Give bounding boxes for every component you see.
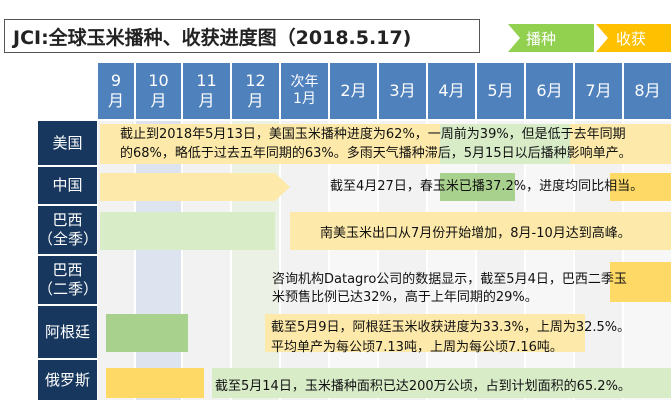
column-background [183, 121, 230, 400]
brazil-second-harvest-bar [610, 262, 671, 302]
us-bar-background [100, 124, 671, 164]
month-bottom: 月 [107, 91, 124, 110]
country-label-brazil-second: 巴西 （二季） [38, 256, 98, 304]
column-background [477, 121, 524, 400]
column-background [575, 121, 622, 400]
us-sowing-bar [440, 124, 570, 164]
month-header-jan: 次年 1月 [281, 63, 328, 119]
month-bottom: 1月 [293, 91, 316, 107]
legend-sowing: 播种 [508, 24, 594, 52]
country-label-brazil-full: 巴西 （全季） [38, 206, 98, 254]
country-label-argentina: 阿根廷 [38, 306, 97, 358]
month-top: 3月 [389, 81, 416, 100]
russia-harvest-bar [106, 368, 204, 398]
month-top: 5月 [487, 81, 514, 100]
column-background [330, 121, 377, 400]
column-background [379, 121, 426, 400]
month-header-apr: 4月 [428, 63, 475, 119]
brazil-full-sowing-bar [100, 212, 275, 250]
month-header-dec: 12 月 [232, 63, 279, 119]
argentina-harvest-bar [265, 314, 585, 352]
month-header-mar: 3月 [379, 63, 426, 119]
country-label-russia: 俄罗斯 [38, 360, 97, 400]
column-background [136, 121, 181, 400]
month-top: 次年 [290, 74, 319, 90]
legend-harvest: 收获 [596, 24, 671, 52]
month-header-jul: 7月 [575, 63, 622, 119]
china-harvest-bar-late [610, 173, 671, 201]
column-background [428, 121, 475, 400]
month-top: 2月 [340, 81, 367, 100]
china-harvest-bar [100, 173, 290, 201]
country-label-china: 中国 [38, 167, 97, 204]
column-background [526, 121, 573, 400]
month-bottom: 月 [150, 91, 167, 110]
column-background [281, 121, 328, 400]
russia-note: 截至5月14日，玉米播种面积已达200万公顷，占到计划面积的65.2%。 [215, 379, 631, 394]
column-background [232, 121, 279, 400]
column-background [98, 121, 134, 400]
us-note-line2: 的68%，略低于过去五年同期的63%。多雨天气播种滞后，5月15日以后播种影响单… [120, 146, 632, 161]
month-bottom: 月 [198, 91, 215, 110]
brazil-full-note: 南美玉米出口从7月份开始增加，8月-10月达到高峰。 [320, 226, 631, 241]
page-title: JCI:全球玉米播种、收获进度图（2018.5.17) [4, 19, 480, 53]
us-note-line1: 截止到2018年5月13日，美国玉米播种进度为62%，一周前为39%，但是低于去… [120, 127, 626, 142]
month-header-jun: 6月 [526, 63, 573, 119]
month-top: 11 [196, 71, 217, 90]
argentina-note-line1: 截至5月9日，阿根廷玉米收获进度为33.3%，上周为32.5%。 [271, 320, 631, 335]
month-top: 10 [148, 71, 169, 90]
month-header-feb: 2月 [330, 63, 377, 119]
brazil-second-note-line1: 咨询机构Datagro公司的数据显示，截至5月4日，巴西二季玉 [272, 272, 627, 287]
month-top: 8月 [634, 81, 661, 100]
brazil-full-harvest-bar [290, 212, 671, 250]
month-top: 4月 [438, 81, 465, 100]
argentina-sowing-bar [106, 314, 188, 352]
china-note: 截至4月27日，春玉米已播37.2%，进度均同比相当。 [330, 179, 644, 194]
month-top: 7月 [585, 81, 612, 100]
month-top: 12 [245, 71, 266, 90]
month-header-oct: 10 月 [136, 63, 181, 119]
month-bottom: 月 [247, 91, 264, 110]
month-header-may: 5月 [477, 63, 524, 119]
country-label-us: 美国 [38, 121, 97, 165]
russia-sowing-bar [212, 368, 671, 398]
argentina-note-line2: 平均单产为每公顷7.13吨，上周为每公顷7.16吨。 [271, 340, 563, 355]
china-sowing-bar [440, 173, 515, 201]
column-background [624, 121, 671, 400]
month-top: 9 [110, 71, 122, 90]
month-header-nov: 11 月 [183, 63, 230, 119]
month-header-aug: 8月 [624, 63, 671, 119]
month-top: 6月 [536, 81, 563, 100]
brazil-second-note-line2: 米预售比例已达32%，高于上年同期的29%。 [272, 290, 538, 305]
